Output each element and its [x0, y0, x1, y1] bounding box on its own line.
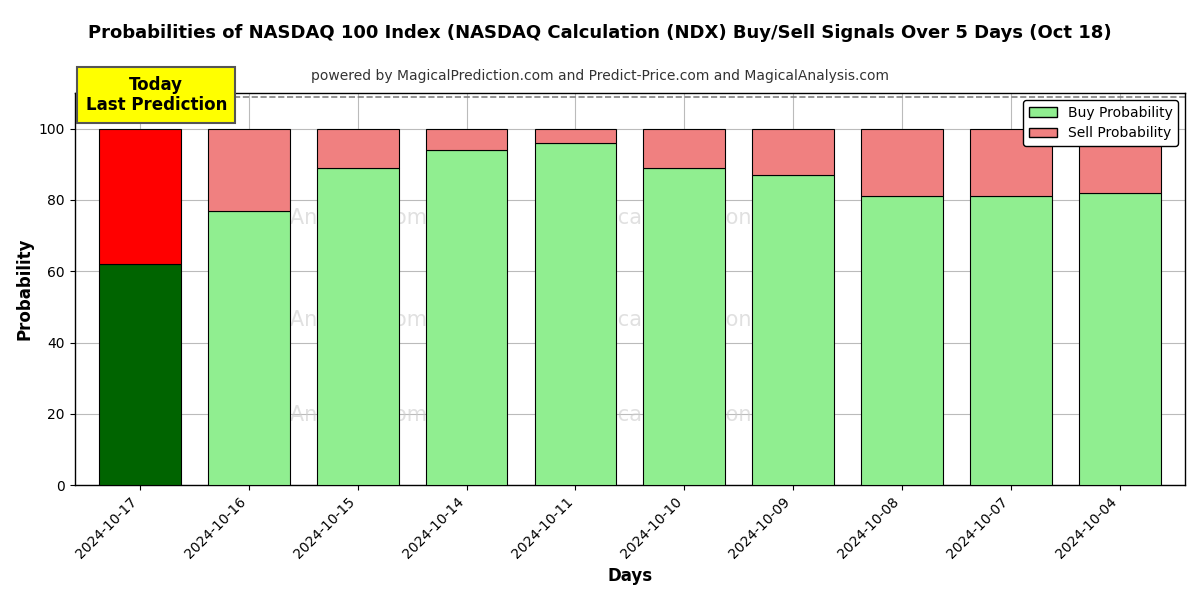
Bar	[862, 128, 943, 196]
Bar	[643, 128, 725, 168]
Text: MagicalAnalysis.com: MagicalAnalysis.com	[210, 310, 427, 331]
Bar	[970, 128, 1051, 196]
Bar	[752, 175, 834, 485]
Bar	[1079, 128, 1160, 193]
Text: MagicalAnalysis.com: MagicalAnalysis.com	[210, 404, 427, 425]
Text: Today
Last Prediction: Today Last Prediction	[85, 76, 227, 115]
Bar	[426, 150, 508, 485]
Bar	[317, 168, 398, 485]
Bar	[426, 128, 508, 150]
Text: MagicalPrediction.com: MagicalPrediction.com	[568, 208, 803, 229]
Bar	[752, 128, 834, 175]
Legend: Buy Probability, Sell Probability: Buy Probability, Sell Probability	[1024, 100, 1178, 146]
Text: Probabilities of NASDAQ 100 Index (NASDAQ Calculation (NDX) Buy/Sell Signals Ove: Probabilities of NASDAQ 100 Index (NASDA…	[88, 24, 1112, 42]
Text: powered by MagicalPrediction.com and Predict-Price.com and MagicalAnalysis.com: powered by MagicalPrediction.com and Pre…	[311, 69, 889, 83]
Bar	[534, 143, 617, 485]
X-axis label: Days: Days	[607, 567, 653, 585]
Bar	[208, 128, 289, 211]
Bar	[970, 196, 1051, 485]
Bar	[100, 128, 181, 264]
Bar	[1079, 193, 1160, 485]
Bar	[208, 211, 289, 485]
Bar	[317, 128, 398, 168]
Text: MagicalPrediction.com: MagicalPrediction.com	[568, 404, 803, 425]
Bar	[862, 196, 943, 485]
Text: MagicalPrediction.com: MagicalPrediction.com	[568, 310, 803, 331]
Bar	[643, 168, 725, 485]
Bar	[100, 264, 181, 485]
Text: MagicalAnalysis.com: MagicalAnalysis.com	[210, 208, 427, 229]
Bar	[534, 128, 617, 143]
Y-axis label: Probability: Probability	[16, 238, 34, 340]
